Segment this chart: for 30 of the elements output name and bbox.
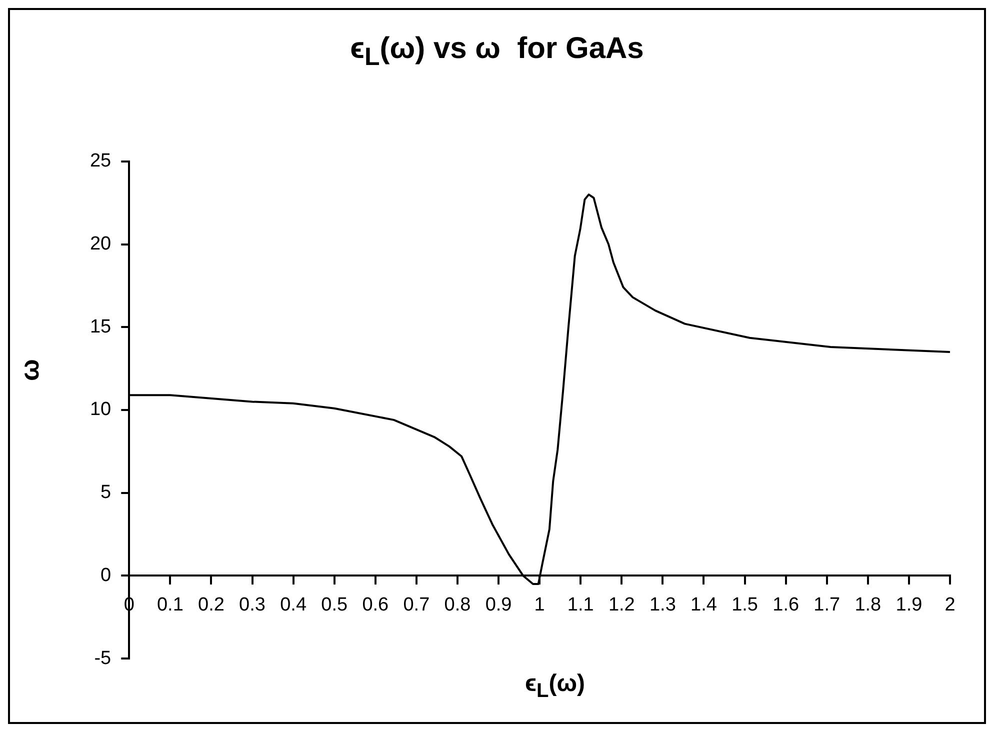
x-tick-label: 0.6 [362,594,389,616]
x-tick-label: 0.2 [198,594,224,616]
y-tick-label: 25 [90,150,112,172]
y-tick-label: -5 [94,648,112,669]
x-tick-label: 0.5 [321,594,348,616]
x-tick-label: 0.1 [156,594,184,616]
y-tick-label: 15 [90,316,112,338]
x-tick-label: 2 [944,594,956,616]
x-tick-label: 1.3 [649,594,676,616]
x-tick-label: 1.9 [896,594,922,616]
x-tick-label: 0.4 [280,594,307,616]
y-tick-label: 5 [100,482,112,504]
x-tick-label: 1.7 [814,594,840,616]
x-tick-label: 1.1 [567,594,594,616]
x-tick-label: 1.2 [608,594,635,616]
x-tick-label: 1.4 [690,594,718,616]
x-tick-label: 0.7 [403,594,430,616]
x-tick-label: 0.9 [485,594,512,616]
y-tick-label: 10 [90,399,112,420]
y-tick-label: 0 [100,564,112,586]
x-tick-label: 1.6 [772,594,800,616]
x-tick-label: 1 [534,594,545,616]
chart-title: ϵ$_{L}$(ω) vs ω for GaAs [349,32,645,72]
x-tick-label: 1.5 [732,594,758,616]
y-axis-title: ω [14,359,46,381]
x-tick-label: 0.3 [239,594,266,616]
x-tick-label: 1.8 [854,594,882,616]
y-tick-label: 20 [90,234,112,254]
x-axis-title: ϵ$_{L}$(ω) [524,670,586,703]
x-tick-label: 0.8 [444,594,471,616]
